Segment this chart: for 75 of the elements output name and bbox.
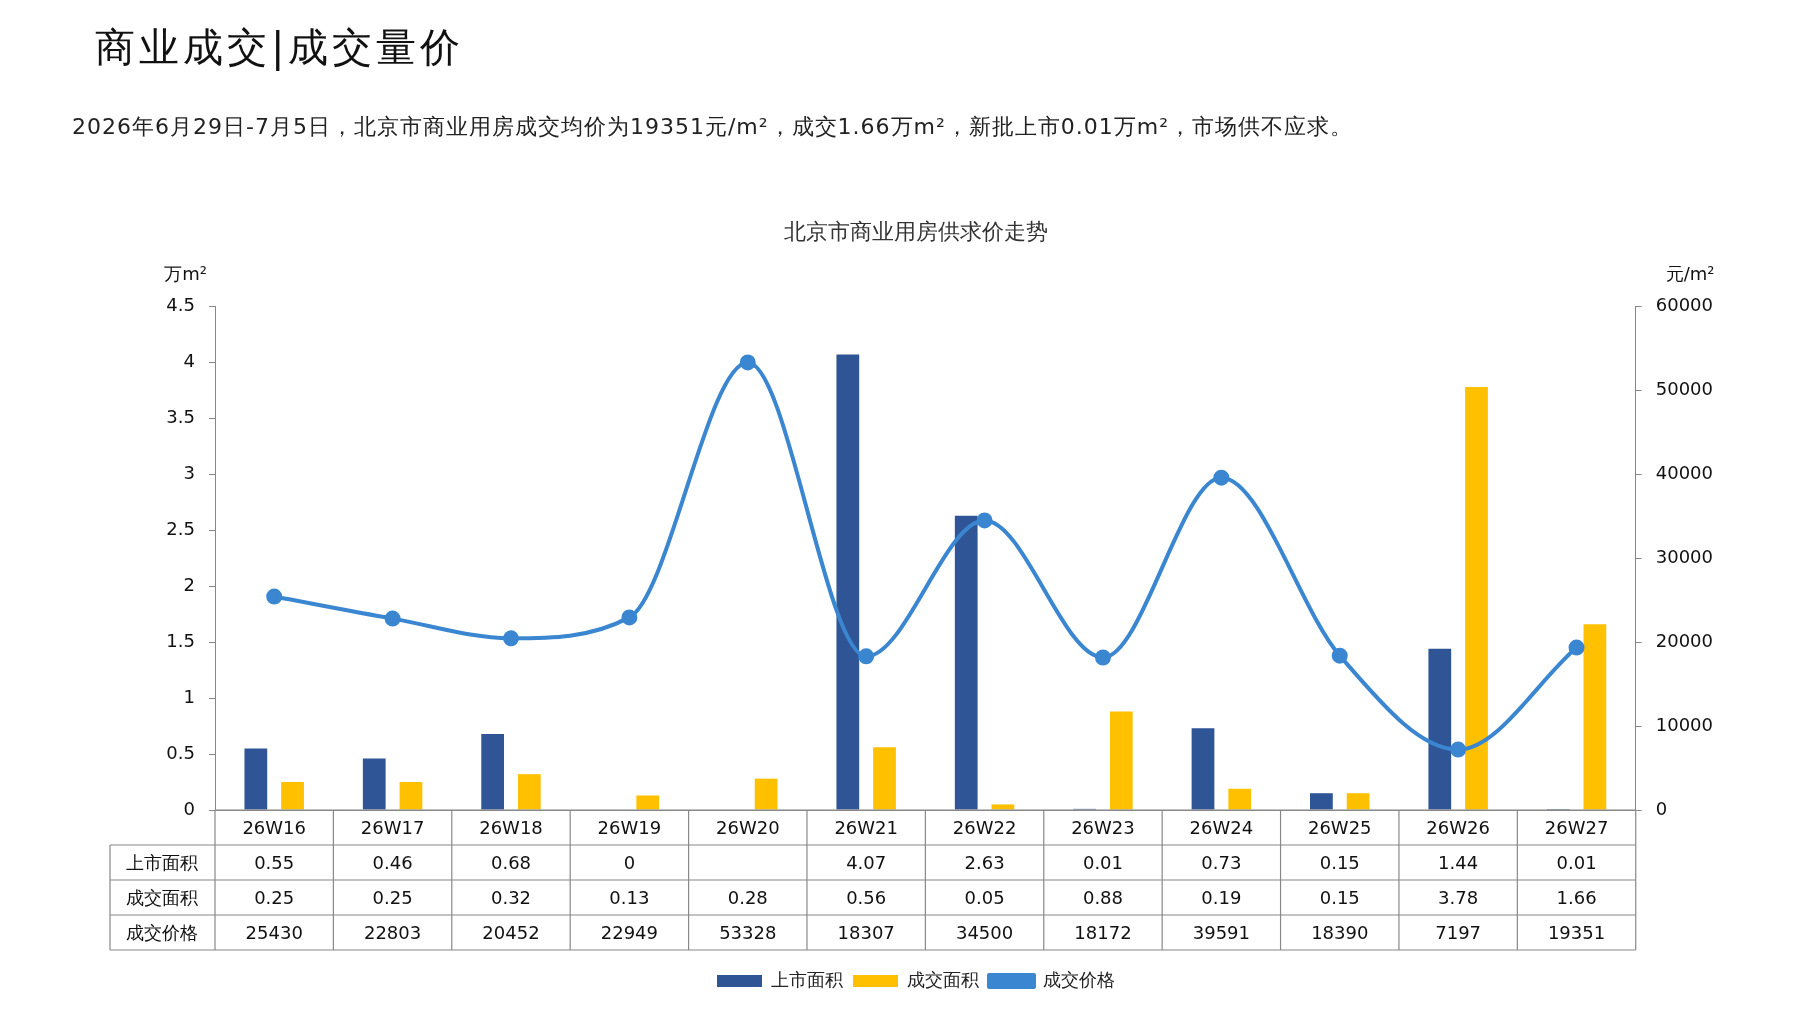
y2-tick-label: 60000 (1655, 294, 1713, 316)
data-label: 1.44 (1438, 852, 1479, 874)
data-label: 53328 (719, 922, 777, 944)
x-tick-label: 26W27 (1544, 817, 1609, 839)
data-label: 22949 (600, 922, 659, 944)
text: 上市面积 (126, 852, 198, 874)
y2-tick-label: 20000 (1655, 629, 1713, 651)
data-label: 0.88 (1082, 887, 1123, 909)
y-axis-title: 万m² (164, 263, 207, 285)
y-tick-label: 1.5 (166, 629, 195, 651)
data-label: 20452 (482, 922, 540, 944)
x-tick-label: 26W16 (242, 817, 306, 839)
text: 商业成交|成交量价 (95, 23, 465, 73)
data-label: 0.25 (372, 887, 413, 909)
y2-tick-label: 40000 (1655, 461, 1713, 483)
y-tick-label: 3 (183, 461, 195, 483)
data-label: 18390 (1311, 922, 1369, 944)
y-tick-label: 0 (183, 797, 195, 819)
data-label: 0.73 (1201, 852, 1242, 874)
legend-label: 成交价格 (1043, 968, 1115, 990)
y-tick-label: 4.5 (166, 294, 195, 316)
x-tick-label: 26W17 (360, 817, 425, 839)
x-tick-label: 26W25 (1307, 817, 1372, 839)
x-tick-label: 26W24 (1189, 817, 1254, 839)
y2-tick-label: 0 (1655, 797, 1668, 819)
legend-label: 成交面积 (907, 968, 979, 990)
data-label: 0.28 (727, 887, 768, 909)
data-label: 18172 (1074, 922, 1132, 944)
x-tick-label: 26W19 (597, 817, 662, 839)
data-label: 0.19 (1201, 887, 1242, 909)
data-label: 1.66 (1556, 887, 1597, 909)
data-label: 0.01 (1082, 852, 1123, 874)
data-label: 3.78 (1438, 887, 1479, 909)
data-label: 7197 (1435, 922, 1482, 944)
x-tick-label: 26W18 (479, 817, 543, 839)
y2-tick-label: 10000 (1655, 713, 1713, 735)
text: 成交价格 (126, 922, 198, 944)
y-tick-label: 2 (183, 573, 195, 595)
x-tick-label: 26W26 (1426, 817, 1490, 839)
data-label: 0.68 (490, 852, 532, 874)
data-label: 18307 (837, 922, 895, 944)
data-label: 0.56 (846, 887, 887, 909)
data-label: 0.01 (1556, 852, 1597, 874)
y2-tick-label: 30000 (1655, 545, 1713, 567)
data-label: 0 (623, 852, 636, 874)
chart-title: 北京市商业用房供求价走势 (784, 218, 1048, 244)
data-label: 39591 (1192, 922, 1250, 944)
data-label: 0.25 (254, 887, 295, 909)
data-label: 25430 (245, 922, 303, 944)
text: 成交面积 (126, 887, 198, 909)
data-label: 0.55 (254, 852, 295, 874)
data-label: 0.15 (1319, 852, 1360, 874)
data-label: 0.13 (609, 887, 650, 909)
y-tick-label: 2.5 (166, 517, 195, 539)
data-label: 0.46 (372, 852, 413, 874)
data-label: 22803 (363, 922, 422, 944)
y2-axis-title: 元/m² (1665, 263, 1715, 285)
x-tick-label: 26W22 (952, 817, 1017, 839)
y-tick-label: 1 (183, 685, 195, 707)
data-label: 0.05 (964, 887, 1005, 909)
data-label: 4.07 (846, 852, 887, 874)
y2-tick-label: 50000 (1655, 378, 1713, 400)
data-label: 2.63 (964, 852, 1005, 874)
x-tick-label: 26W21 (834, 817, 898, 839)
data-label: 34500 (955, 922, 1014, 944)
y-tick-label: 0.5 (166, 741, 195, 763)
data-label: 0.15 (1319, 887, 1360, 909)
chart-subtitle: 2026年6月29日-7月5日，北京市商业用房成交均价为19351元/m²，成交1.66万m²，新批上市0.01万m²，市场供不应求。 (72, 113, 1354, 141)
y-tick-label: 3.5 (166, 405, 195, 427)
y-tick-label: 4 (183, 350, 195, 372)
x-tick-label: 26W23 (1071, 817, 1135, 839)
data-label: 19351 (1547, 922, 1606, 944)
x-tick-label: 26W20 (715, 817, 780, 839)
legend-label: 上市面积 (771, 968, 843, 990)
data-label: 0.32 (490, 887, 532, 909)
